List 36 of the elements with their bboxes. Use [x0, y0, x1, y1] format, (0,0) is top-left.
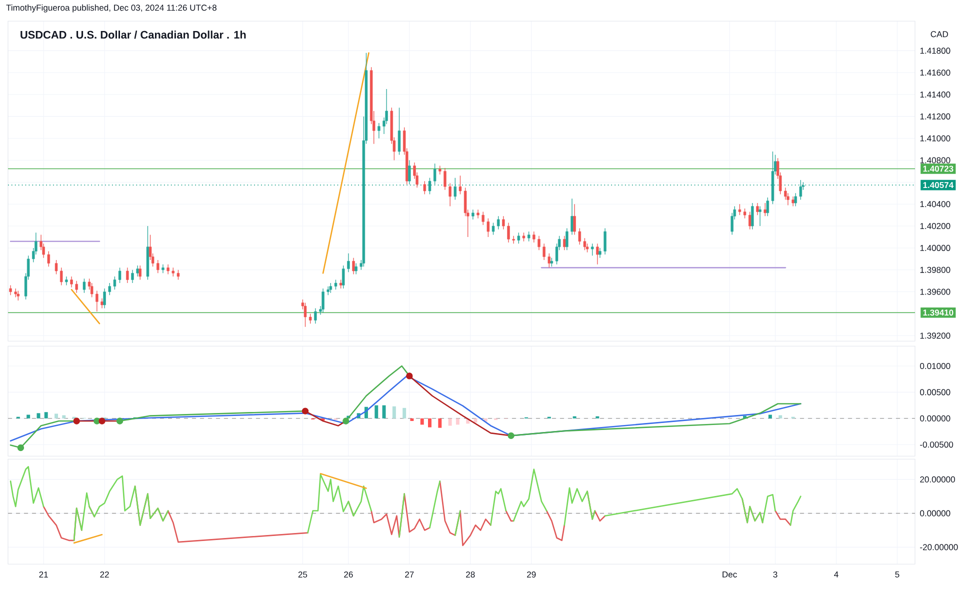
y-tick-label: 1.41600: [920, 70, 950, 76]
y-tick-label: 1.40200: [920, 222, 950, 230]
x-tick-label: 27: [405, 571, 414, 578]
y-tick-label: 1.41800: [920, 48, 950, 54]
x-tick-label: 3: [773, 571, 778, 578]
y-tick-label: 1.40800: [920, 157, 950, 164]
y-tick-label: -0.00500: [920, 442, 954, 448]
x-tick-label: 26: [344, 571, 353, 578]
x-tick-label: 28: [466, 571, 475, 578]
y-tick-label: 1.40000: [920, 244, 950, 251]
y-tick-label: 20.00000: [920, 476, 955, 482]
y-tick-label: 1.39800: [920, 266, 950, 273]
x-tick-label: 5: [895, 571, 900, 578]
x-tick-label: 21: [39, 571, 48, 578]
y-tick-label: 1.41400: [920, 91, 950, 98]
x-tick-label: 4: [834, 571, 838, 578]
ref-line-label: 1.40574: [923, 182, 954, 188]
y-tick-label: 0.00500: [920, 389, 950, 396]
y-tick-label: -20.00000: [920, 544, 958, 550]
y-tick-label: 1.39200: [920, 332, 950, 339]
y-axis-title: CAD: [930, 31, 948, 38]
y-tick-label: 1.41200: [920, 113, 950, 120]
text: USDCAD . U.S. Dollar / Canadian Dollar . 1h: [20, 30, 246, 39]
x-tick-label: Dec: [722, 571, 737, 578]
y-tick-label: 0.01000: [920, 362, 950, 369]
x-tick-label: 29: [527, 571, 536, 578]
ref-line-label: 1.40723: [923, 166, 954, 172]
text: TimothyFigueroa published, Dec 03, 2024 11:26 UTC+8: [6, 4, 216, 12]
y-tick-label: 0.00000: [920, 415, 950, 422]
y-tick-label: 1.40400: [920, 201, 950, 208]
ref-line-label: 1.39410: [923, 310, 954, 316]
y-tick-label: 1.41000: [920, 135, 950, 142]
x-tick-label: 22: [100, 571, 109, 578]
x-tick-label: 25: [298, 571, 308, 578]
y-tick-label: 1.39600: [920, 288, 950, 295]
y-tick-label: 0.00000: [920, 510, 950, 516]
